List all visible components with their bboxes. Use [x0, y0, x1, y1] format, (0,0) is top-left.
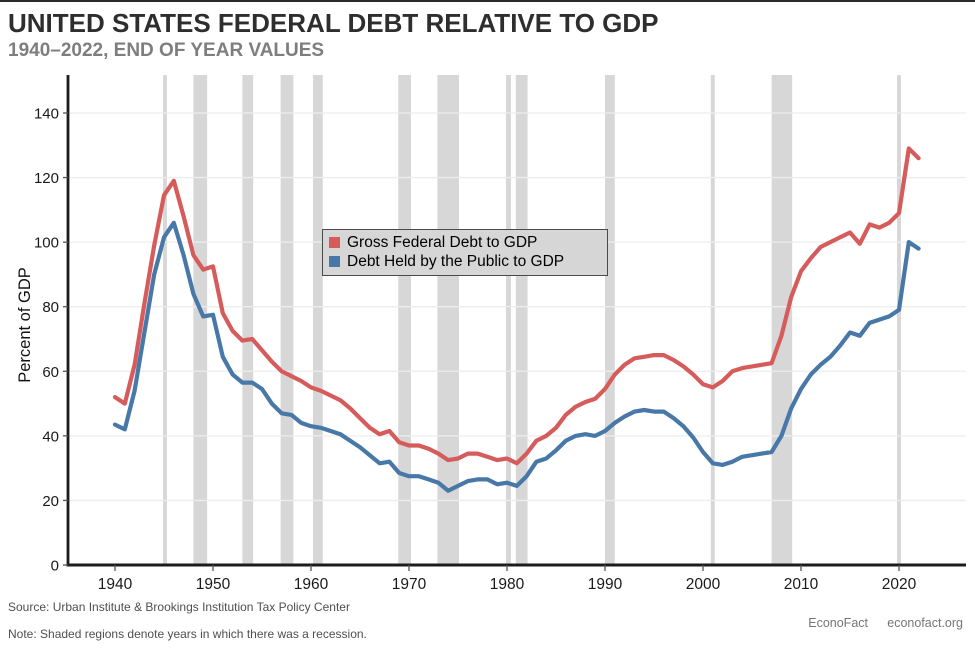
y-tick-label: 100	[34, 235, 59, 252]
debt-held-by-public-line	[112, 220, 921, 493]
legend-item-gross-debt: Gross Federal Debt to GDP	[329, 233, 601, 252]
axes-layer	[66, 75, 966, 567]
source-text: Source: Urban Institute & Brookings Inst…	[8, 600, 350, 614]
recession-band	[437, 75, 459, 566]
x-tick-label: 2010	[784, 576, 819, 593]
top-border-rule	[0, 0, 975, 2]
data-series-layer	[112, 146, 921, 493]
y-tick-label: 20	[42, 493, 59, 510]
y-tick-label: 40	[42, 428, 59, 445]
y-tick-label: 140	[34, 105, 59, 122]
gross-federal-debt-line	[112, 146, 921, 466]
recession-band	[280, 75, 294, 566]
y-axis-title: Percent of GDP	[16, 267, 34, 383]
legend-label-gross-debt: Gross Federal Debt to GDP	[347, 234, 538, 251]
y-tick-label: 60	[42, 364, 59, 381]
y-tick-label: 120	[34, 170, 59, 187]
recession-band	[193, 75, 208, 566]
recession-band	[242, 75, 254, 566]
tick-labels-layer: 0 20 40 60 80 100 120 140 1940 1950 1960 1970 1980 19…	[34, 105, 917, 593]
x-tick-label: 2020	[882, 576, 917, 593]
x-tick-label: 1960	[294, 576, 329, 593]
x-tick-label: 1940	[98, 576, 133, 593]
x-tick-label: 1990	[588, 576, 623, 593]
x-tick-label: 1970	[392, 576, 427, 593]
x-tick-label: 2000	[686, 576, 721, 593]
public-debt-swatch-icon	[329, 256, 340, 267]
recession-band	[506, 75, 511, 566]
econofact-brand: EconoFact	[808, 616, 868, 630]
x-tick-label: 1980	[490, 576, 525, 593]
recession-bands-layer	[163, 75, 901, 566]
econofact-url: econofact.org	[887, 616, 963, 630]
recession-band	[163, 75, 167, 566]
recession-band	[897, 75, 901, 566]
recession-band	[312, 75, 323, 566]
note-text: Note: Shaded regions denote years in whi…	[8, 627, 367, 641]
x-tick-label: 1950	[196, 576, 231, 593]
recession-band	[515, 75, 528, 566]
y-tick-label: 0	[51, 558, 59, 575]
recession-band	[710, 75, 715, 566]
y-tick-label: 80	[42, 299, 59, 316]
chart-title: UNITED STATES FEDERAL DEBT RELATIVE TO G…	[8, 8, 659, 38]
recession-band	[771, 75, 793, 566]
chart-subtitle: 1940–2022, END OF YEAR VALUES	[8, 40, 325, 61]
gross-debt-swatch-icon	[329, 237, 340, 248]
recession-band	[398, 75, 411, 566]
legend-label-public-debt: Debt Held by the Public to GDP	[347, 253, 565, 270]
legend-item-public-debt: Debt Held by the Public to GDP	[329, 252, 601, 271]
recession-band	[605, 75, 615, 566]
legend: Gross Federal Debt to GDP Debt Held by t…	[322, 229, 608, 276]
